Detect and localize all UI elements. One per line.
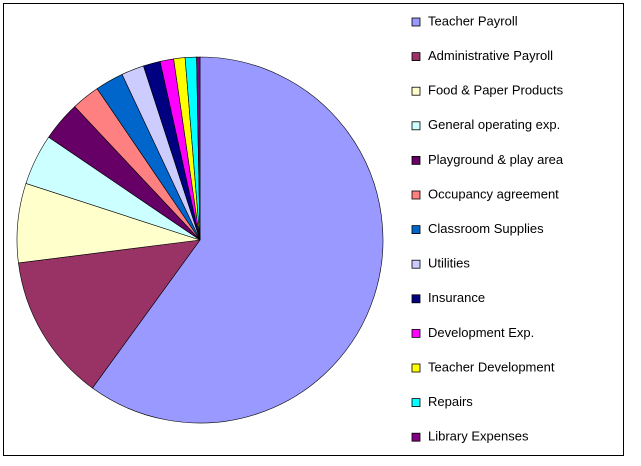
legend-label: Library Expenses — [428, 429, 529, 444]
legend-swatch — [411, 398, 421, 408]
legend-label: Development Exp. — [428, 325, 534, 340]
legend-swatch — [411, 190, 421, 200]
legend-swatch — [411, 225, 421, 235]
legend-label: General operating exp. — [428, 117, 560, 132]
legend-swatch — [411, 52, 421, 61]
legend-label: Repairs — [428, 394, 473, 409]
legend-swatch — [411, 121, 421, 131]
pie-slice — [92, 56, 384, 424]
legend-swatch — [411, 294, 421, 304]
legend-label: Teacher Development — [428, 359, 555, 374]
legend-label: Insurance — [428, 290, 485, 305]
legend-swatch — [411, 363, 421, 373]
legend-swatch — [411, 432, 421, 442]
legend-label: Food & Paper Products — [428, 83, 564, 98]
legend-swatch — [411, 259, 421, 269]
pie-slice — [18, 239, 201, 389]
legend-swatch — [411, 328, 421, 338]
legend-label: Occupancy agreement — [428, 186, 559, 201]
legend-label: Administrative Payroll — [428, 48, 553, 63]
legend-swatch — [411, 86, 421, 96]
legend-swatch — [411, 155, 421, 165]
legend-label: Utilities — [428, 256, 470, 271]
legend-swatch — [411, 17, 421, 27]
legend-label: Classroom Supplies — [428, 221, 544, 236]
legend-label: Teacher Payroll — [428, 13, 518, 28]
pie-slice — [196, 56, 201, 241]
legend-label: Playground & play area — [428, 152, 564, 167]
